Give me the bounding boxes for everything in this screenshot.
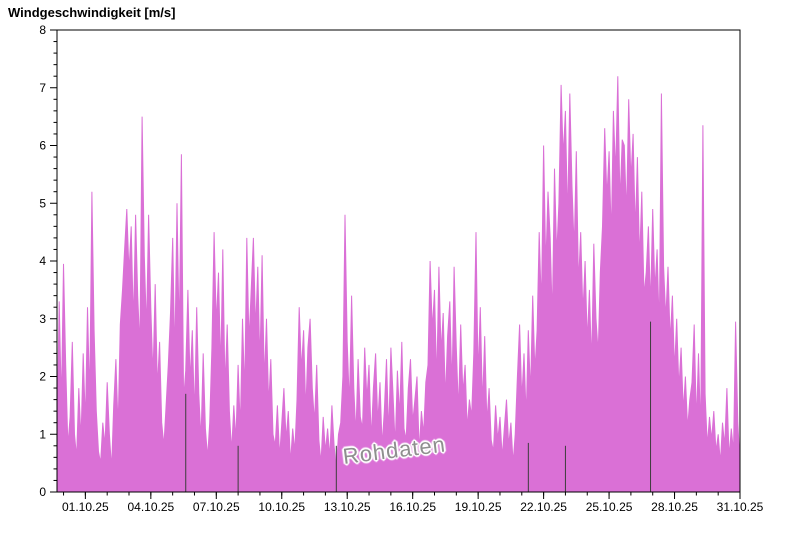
y-tick-label: 2 — [39, 370, 46, 384]
x-tick-label: 07.10.25 — [193, 500, 240, 514]
x-tick-label: 16.10.25 — [389, 500, 436, 514]
x-tick-label: 01.10.25 — [62, 500, 109, 514]
y-tick-label: 7 — [39, 81, 46, 95]
y-tick-label: 3 — [39, 312, 46, 326]
x-tick-label: 13.10.25 — [324, 500, 371, 514]
x-tick-label: 25.10.25 — [586, 500, 633, 514]
y-tick-label: 4 — [39, 254, 46, 268]
y-tick-label: 6 — [39, 139, 46, 153]
x-tick-label: 19.10.25 — [455, 500, 502, 514]
y-tick-label: 1 — [39, 427, 46, 441]
x-tick-label: 10.10.25 — [258, 500, 305, 514]
x-tick-label: 04.10.25 — [127, 500, 174, 514]
y-tick-label: 8 — [39, 23, 46, 37]
x-tick-label: 31.10.25 — [717, 500, 764, 514]
y-tick-label: 0 — [39, 485, 46, 499]
x-tick-label: 28.10.25 — [651, 500, 698, 514]
y-tick-label: 5 — [39, 196, 46, 210]
x-tick-label: 22.10.25 — [520, 500, 567, 514]
wind-series-area — [56, 76, 741, 493]
chart-title: Windgeschwindigkeit [m/s] — [8, 5, 176, 20]
